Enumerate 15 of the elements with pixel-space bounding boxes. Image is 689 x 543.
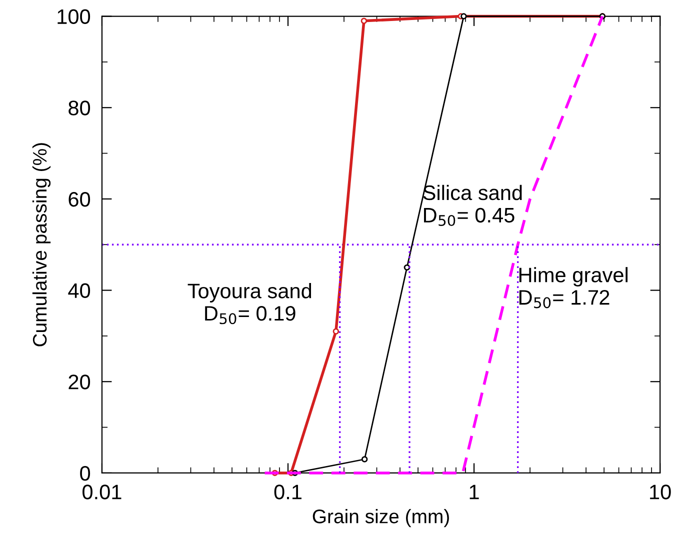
annotation: Toyoura sand D$_{50}$= 0.19 — [188, 283, 312, 324]
annotation: Hime gravel D$_{50}$= 1.72 — [519, 267, 628, 308]
y-tick-label: 0 — [80, 466, 90, 481]
y-tick-label: 80 — [68, 100, 90, 116]
annotation: Silica sand D$_{50}$= 0.45 — [423, 184, 522, 226]
y-tick-label: 60 — [68, 192, 90, 207]
x-tick-label: 1 — [470, 484, 479, 500]
y-axis-title: Cumulative passing (%) — [32, 143, 51, 346]
x-tick-label: 10 — [650, 484, 671, 500]
y-tick-label: 40 — [68, 283, 90, 298]
x-axis-title: Grain size (mm) — [312, 509, 449, 528]
x-tick-label: 0.01 — [82, 484, 122, 500]
y-tick-label: 20 — [68, 374, 90, 390]
y-tick-label: 100 — [58, 9, 90, 24]
x-tick-label: 0.1 — [274, 484, 302, 500]
